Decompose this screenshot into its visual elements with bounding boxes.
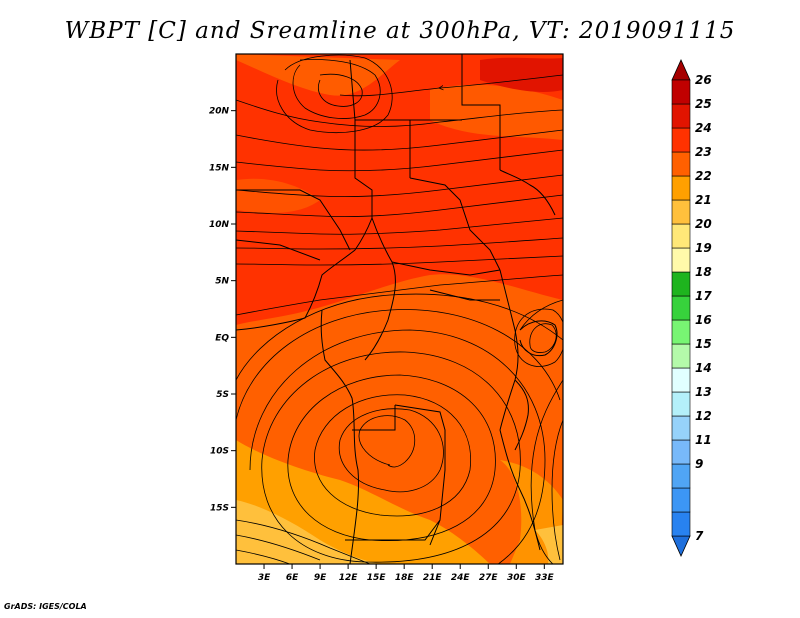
y-tick-label: 5N — [215, 277, 229, 287]
colorbar-high-triangle — [671, 59, 691, 81]
colorbar-label: 13 — [695, 385, 712, 399]
colorbar-label: 19 — [695, 241, 712, 255]
x-tick-label: 18E — [395, 573, 415, 583]
colorbar-label: 20 — [695, 217, 712, 231]
colorbar-swatch — [671, 223, 691, 249]
chart-title: WBPT [C] and Sreamline at 300hPa, VT: 20… — [64, 18, 736, 44]
x-tick-label: 30E — [507, 573, 527, 583]
colorbar-label: 23 — [695, 145, 712, 159]
x-tick-label: 12E — [339, 573, 359, 583]
plot-frame — [235, 53, 564, 565]
y-axis: 20N 15N 10N 5N EQ 5S 10S 15S — [209, 107, 236, 513]
y-tick-label: 10N — [209, 220, 230, 230]
x-axis: 3E 6E 9E 12E 15E 18E 21E 24E 27E 30E 33E — [258, 564, 555, 583]
field-patch-northeast — [430, 84, 563, 140]
colorbar-low-triangle — [671, 535, 691, 557]
colorbar-label: 25 — [695, 97, 712, 111]
colorbar-swatch — [671, 391, 691, 417]
colorbar-label: 16 — [695, 313, 712, 327]
field-band-20-21 — [236, 500, 380, 564]
colorbar-swatch — [671, 487, 691, 513]
x-tick-label: 9E — [314, 573, 327, 583]
field-patch-west — [236, 178, 320, 213]
colorbar-swatch — [671, 127, 691, 153]
colorbar: 7 9 11 12 13 14 15 16 17 18 19 20 21 22 23 24 25 26 — [671, 59, 712, 557]
colorbar-swatch — [671, 175, 691, 201]
x-tick-label: 3E — [258, 573, 271, 583]
colorbar-label: 15 — [695, 337, 712, 351]
x-tick-label: 27E — [479, 573, 499, 583]
colorbar-swatch — [671, 295, 691, 321]
grads-credit: GrADS: IGES/COLA — [4, 602, 87, 611]
map-borders — [236, 54, 558, 564]
plot-area — [236, 54, 563, 564]
field-spot-24-25 — [480, 57, 563, 92]
colorbar-swatch — [671, 103, 691, 129]
y-tick-label: EQ — [215, 333, 229, 343]
colorbar-swatch — [671, 271, 691, 297]
colorbar-label: 11 — [695, 433, 712, 447]
x-tick-label: 15E — [367, 573, 387, 583]
streamlines — [236, 54, 563, 564]
colorbar-label: 9 — [695, 457, 703, 471]
y-tick-label: 15S — [210, 503, 229, 513]
colorbar-swatch — [671, 367, 691, 393]
x-tick-label: 21E — [423, 573, 443, 583]
colorbar-swatch — [671, 247, 691, 273]
colorbar-label: 12 — [695, 409, 712, 423]
x-tick-label: 24E — [451, 573, 471, 583]
colorbar-label: 7 — [695, 529, 704, 543]
y-tick-label: 20N — [209, 107, 230, 117]
colorbar-swatch — [671, 511, 691, 537]
colorbar-swatch — [671, 439, 691, 465]
y-tick-label: 10S — [210, 447, 229, 457]
colorbar-swatch — [671, 463, 691, 489]
field-patch-north — [236, 54, 400, 96]
colorbar-swatch — [671, 343, 691, 369]
colorbar-label: 14 — [695, 361, 712, 375]
colorbar-label: 24 — [695, 121, 712, 135]
colorbar-label: 18 — [695, 265, 712, 279]
y-tick-label: 15N — [209, 163, 230, 173]
colorbar-label: 21 — [695, 193, 712, 207]
colorbar-label: 17 — [695, 289, 712, 303]
x-tick-label: 33E — [535, 573, 555, 583]
colorbar-label: 26 — [695, 73, 712, 87]
field-patch-southeast-light — [535, 525, 563, 564]
colorbar-swatch — [671, 79, 691, 105]
colorbar-label: 22 — [695, 169, 712, 183]
y-tick-label: 5S — [216, 390, 229, 400]
colorbar-swatch — [671, 151, 691, 177]
x-tick-label: 6E — [286, 573, 299, 583]
colorbar-swatch — [671, 199, 691, 225]
colorbar-swatch — [671, 319, 691, 345]
colorbar-swatch — [671, 415, 691, 441]
